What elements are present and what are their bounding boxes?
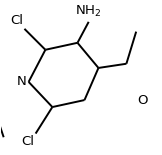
Text: Cl: Cl: [10, 14, 23, 27]
Text: O: O: [138, 95, 148, 107]
Text: Cl: Cl: [21, 135, 34, 148]
Text: N: N: [17, 75, 27, 88]
Text: NH$_2$: NH$_2$: [75, 4, 102, 19]
